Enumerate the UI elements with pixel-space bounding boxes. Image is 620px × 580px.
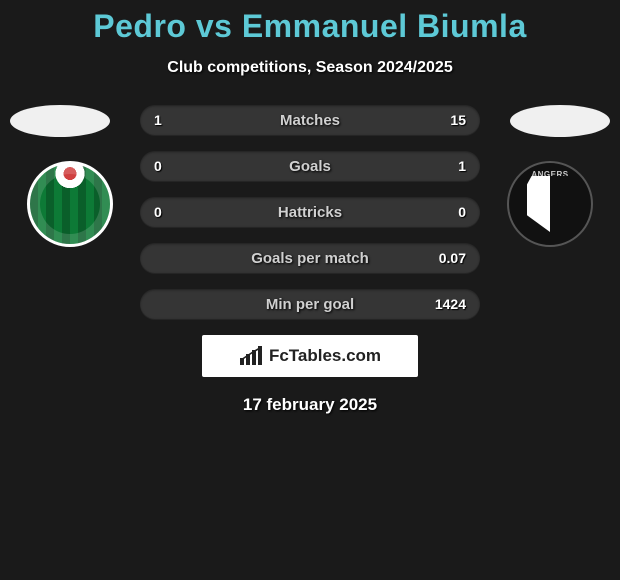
main-area: ANGERS 1 Matches 15 0 Goals 1 0 Hattrick…: [0, 105, 620, 415]
stat-left-value: 0: [154, 204, 184, 220]
stat-row-hattricks: 0 Hattricks 0: [140, 197, 480, 227]
stat-label: Goals per match: [140, 250, 480, 267]
stat-label: Min per goal: [140, 296, 480, 313]
left-country-flag: [10, 105, 110, 137]
right-club-crest: ANGERS: [507, 161, 593, 247]
brand-badge[interactable]: FcTables.com: [202, 335, 418, 377]
stat-right-value: 0.07: [436, 250, 466, 266]
bar-chart-icon: [239, 346, 263, 366]
stat-label: Matches: [140, 112, 480, 129]
stats-table: 1 Matches 15 0 Goals 1 0 Hattricks 0 Goa…: [140, 105, 480, 319]
right-crest-shield: [527, 176, 573, 232]
stat-right-value: 0: [436, 204, 466, 220]
stat-label: Hattricks: [140, 204, 480, 221]
stat-row-matches: 1 Matches 15: [140, 105, 480, 135]
left-club-crest: [27, 161, 113, 247]
brand-text: FcTables.com: [269, 346, 381, 366]
comparison-widget: Pedro vs Emmanuel Biumla Club competitio…: [0, 0, 620, 415]
stat-row-min-per-goal: Min per goal 1424: [140, 289, 480, 319]
right-country-flag: [510, 105, 610, 137]
stat-label: Goals: [140, 158, 480, 175]
subtitle: Club competitions, Season 2024/2025: [0, 59, 620, 77]
page-title: Pedro vs Emmanuel Biumla: [0, 0, 620, 45]
date-label: 17 february 2025: [0, 395, 620, 415]
stat-row-goals: 0 Goals 1: [140, 151, 480, 181]
stat-right-value: 1424: [435, 296, 466, 312]
stat-left-value: 0: [154, 158, 184, 174]
stat-right-value: 1: [436, 158, 466, 174]
stat-right-value: 15: [436, 112, 466, 128]
stat-row-goals-per-match: Goals per match 0.07: [140, 243, 480, 273]
stat-left-value: 1: [154, 112, 184, 128]
